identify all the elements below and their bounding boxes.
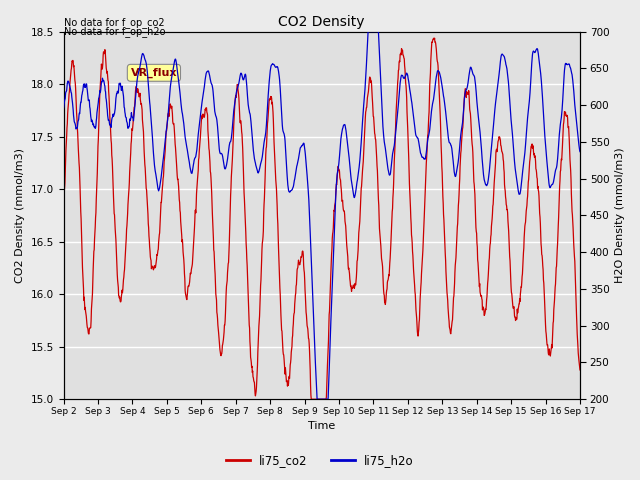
Text: No data for f_op_co2: No data for f_op_co2 [64,17,164,28]
Y-axis label: CO2 Density (mmol/m3): CO2 Density (mmol/m3) [15,148,25,283]
Title: CO2 Density: CO2 Density [278,15,365,29]
Text: No data for f_op_h2o: No data for f_op_h2o [64,26,166,37]
Text: VR_flux: VR_flux [131,68,177,78]
Y-axis label: H2O Density (mmol/m3): H2O Density (mmol/m3) [615,147,625,283]
Legend: li75_co2, li75_h2o: li75_co2, li75_h2o [221,449,419,472]
X-axis label: Time: Time [308,421,335,432]
